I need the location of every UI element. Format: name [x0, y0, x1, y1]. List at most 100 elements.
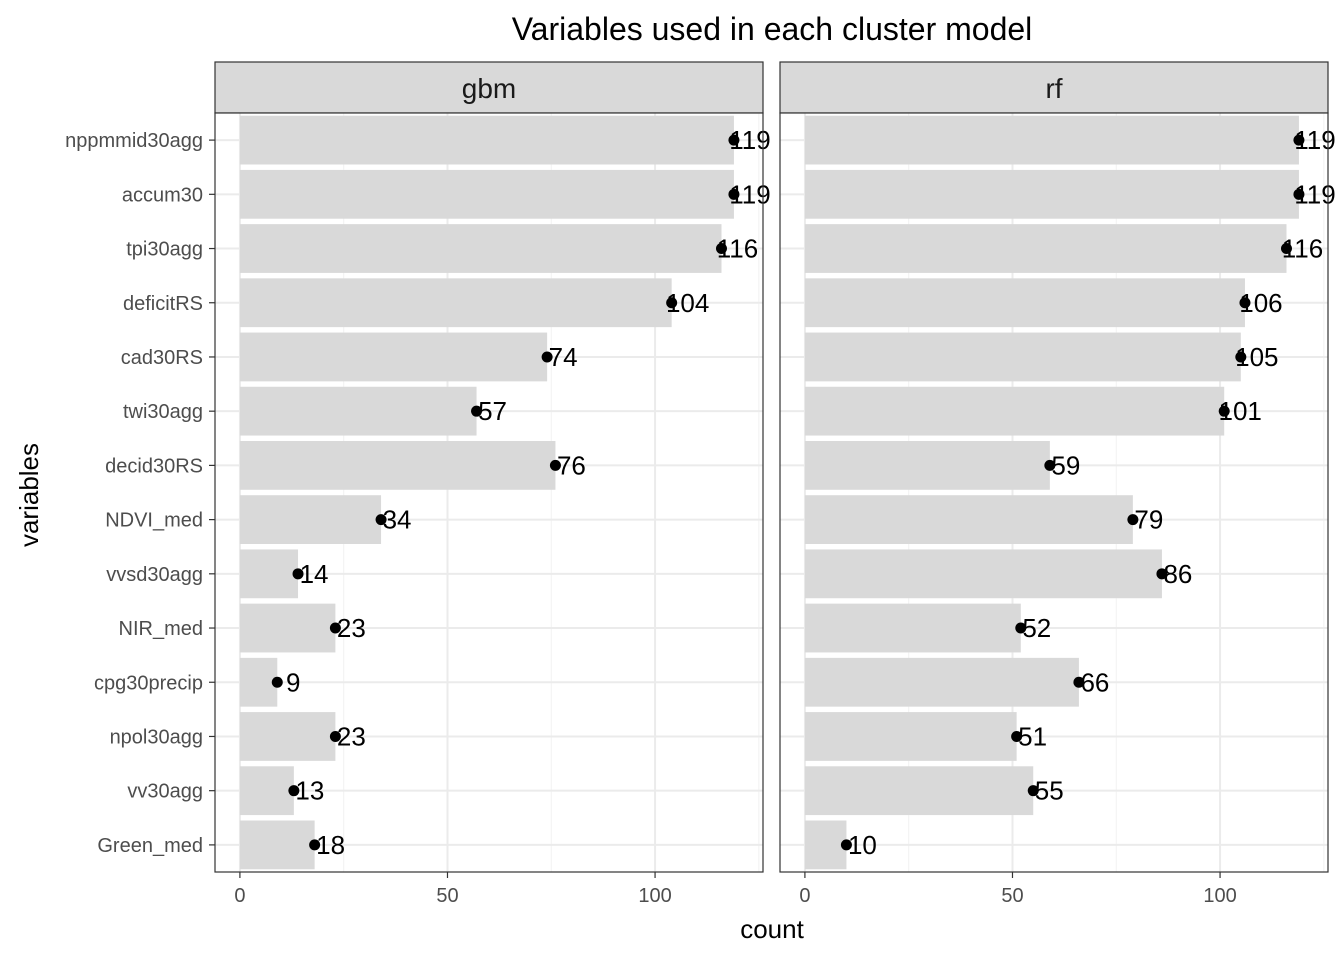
- bar-rf-twi30agg: [804, 386, 1225, 436]
- bar-gbm-twi30agg: [239, 386, 477, 436]
- point-gbm-NIR_med: [329, 622, 341, 634]
- data-label-rf-vvsd30agg: 86: [1163, 559, 1192, 589]
- y-tick-label-NDVI_med: NDVI_med: [105, 510, 203, 532]
- point-rf-cad30RS: [1235, 351, 1247, 363]
- bar-rf-NIR_med: [804, 603, 1021, 653]
- x-tick-label: 0: [799, 885, 810, 907]
- point-rf-Green_med: [840, 839, 852, 851]
- panel-gbm: gbm 119 119 116 104 74 57 76 34 14 23 9 23 13 18 0 50 100: [214, 61, 771, 907]
- bar-rf-Green_med: [804, 820, 847, 870]
- data-label-rf-vv30agg: 55: [1035, 776, 1064, 806]
- strip-rf: [779, 61, 1329, 114]
- data-label-rf-deficitRS: 106: [1239, 288, 1282, 318]
- bar-gbm-NDVI_med: [239, 495, 382, 545]
- point-gbm-vv30agg: [288, 785, 300, 797]
- point-rf-NDVI_med: [1127, 514, 1139, 526]
- x-tick-label: 100: [638, 885, 671, 907]
- point-rf-NIR_med: [1015, 622, 1027, 634]
- bar-gbm-cad30RS: [239, 332, 548, 382]
- bar-gbm-nppmmid30agg: [239, 115, 734, 165]
- data-label-rf-Green_med: 10: [848, 830, 877, 860]
- data-label-rf-tpi30agg: 116: [1282, 234, 1323, 264]
- y-tick-label-NIR_med: NIR_med: [119, 618, 203, 640]
- y-tick-label-Green_med: Green_med: [97, 835, 203, 857]
- x-tick-label: 100: [1203, 885, 1236, 907]
- data-label-rf-cpg30precip: 66: [1080, 667, 1109, 697]
- x-axis-title: count: [740, 914, 804, 944]
- point-gbm-nppmmid30agg: [728, 134, 740, 146]
- bar-gbm-vvsd30agg: [239, 549, 299, 599]
- y-tick-label-vvsd30agg: vvsd30agg: [106, 564, 203, 586]
- y-tick-label-twi30agg: twi30agg: [123, 401, 203, 423]
- bar-rf-cpg30precip: [804, 657, 1079, 707]
- bar-rf-npol30agg: [804, 712, 1017, 761]
- bar-rf-deficitRS: [804, 278, 1245, 328]
- data-label-gbm-NDVI_med: 34: [383, 505, 412, 535]
- data-label-gbm-tpi30agg: 116: [717, 234, 758, 264]
- data-label-gbm-cad30RS: 74: [549, 342, 578, 372]
- bar-gbm-vv30agg: [239, 766, 294, 816]
- strip-label-rf: rf: [1045, 73, 1062, 104]
- bar-gbm-deficitRS: [239, 278, 672, 328]
- y-tick-label-cpg30precip: cpg30precip: [94, 672, 203, 694]
- bar-rf-vvsd30agg: [804, 549, 1162, 599]
- bar-rf-cad30RS: [804, 332, 1241, 382]
- bar-gbm-tpi30agg: [239, 224, 722, 273]
- point-rf-accum30: [1293, 188, 1305, 200]
- point-rf-nppmmid30agg: [1293, 134, 1305, 146]
- point-rf-decid30RS: [1044, 459, 1056, 471]
- y-axis-ticks: nppmmid30agg accum30 tpi30agg deficitRS cad3…: [65, 130, 215, 857]
- data-label-rf-accum30: 119: [1294, 179, 1335, 209]
- data-label-gbm-accum30: 119: [729, 179, 770, 209]
- point-gbm-vvsd30agg: [292, 568, 304, 580]
- point-rf-vvsd30agg: [1156, 568, 1168, 580]
- x-tick-label: 50: [1001, 885, 1023, 907]
- bar-gbm-cpg30precip: [239, 657, 278, 707]
- point-rf-tpi30agg: [1280, 243, 1292, 255]
- data-label-gbm-nppmmid30agg: 119: [729, 125, 770, 155]
- point-rf-cpg30precip: [1073, 676, 1085, 688]
- point-rf-deficitRS: [1239, 297, 1251, 309]
- data-label-gbm-decid30RS: 76: [557, 450, 586, 480]
- data-label-gbm-deficitRS: 104: [666, 288, 709, 318]
- y-tick-label-decid30RS: decid30RS: [105, 455, 203, 477]
- point-gbm-cad30RS: [541, 351, 553, 363]
- data-label-gbm-vvsd30agg: 14: [300, 559, 329, 589]
- bar-gbm-npol30agg: [239, 712, 336, 761]
- point-gbm-twi30agg: [471, 405, 483, 417]
- data-label-gbm-twi30agg: 57: [478, 396, 507, 426]
- bar-rf-decid30RS: [804, 440, 1050, 490]
- data-label-rf-npol30agg: 51: [1018, 721, 1047, 751]
- data-label-rf-decid30RS: 59: [1051, 450, 1080, 480]
- data-label-rf-cad30RS: 105: [1235, 342, 1278, 372]
- y-tick-label-tpi30agg: tpi30agg: [126, 239, 203, 261]
- bar-rf-accum30: [804, 169, 1299, 219]
- point-gbm-cpg30precip: [271, 676, 283, 688]
- data-label-gbm-Green_med: 18: [316, 830, 345, 860]
- strip-label-gbm: gbm: [462, 73, 516, 104]
- x-tick-label: 50: [436, 885, 458, 907]
- bar-rf-NDVI_med: [804, 495, 1133, 545]
- point-gbm-accum30: [728, 188, 740, 200]
- point-gbm-Green_med: [309, 839, 321, 851]
- point-gbm-decid30RS: [549, 459, 561, 471]
- data-label-gbm-npol30agg: 23: [337, 721, 366, 751]
- point-gbm-deficitRS: [666, 297, 678, 309]
- bar-gbm-accum30: [239, 169, 734, 219]
- y-axis-title: variables: [14, 443, 44, 547]
- y-tick-label-cad30RS: cad30RS: [121, 347, 203, 369]
- y-tick-label-deficitRS: deficitRS: [123, 293, 203, 315]
- panel-border: [779, 112, 1329, 873]
- point-gbm-npol30agg: [329, 730, 341, 742]
- data-label-rf-NDVI_med: 79: [1134, 505, 1163, 535]
- data-label-gbm-cpg30precip: 9: [286, 667, 300, 697]
- point-rf-vv30agg: [1027, 785, 1039, 797]
- y-tick-label-npol30agg: npol30agg: [110, 726, 203, 748]
- chart-title: Variables used in each cluster model: [512, 11, 1033, 47]
- data-label-gbm-NIR_med: 23: [337, 613, 366, 643]
- point-rf-twi30agg: [1218, 405, 1230, 417]
- point-gbm-tpi30agg: [715, 243, 727, 255]
